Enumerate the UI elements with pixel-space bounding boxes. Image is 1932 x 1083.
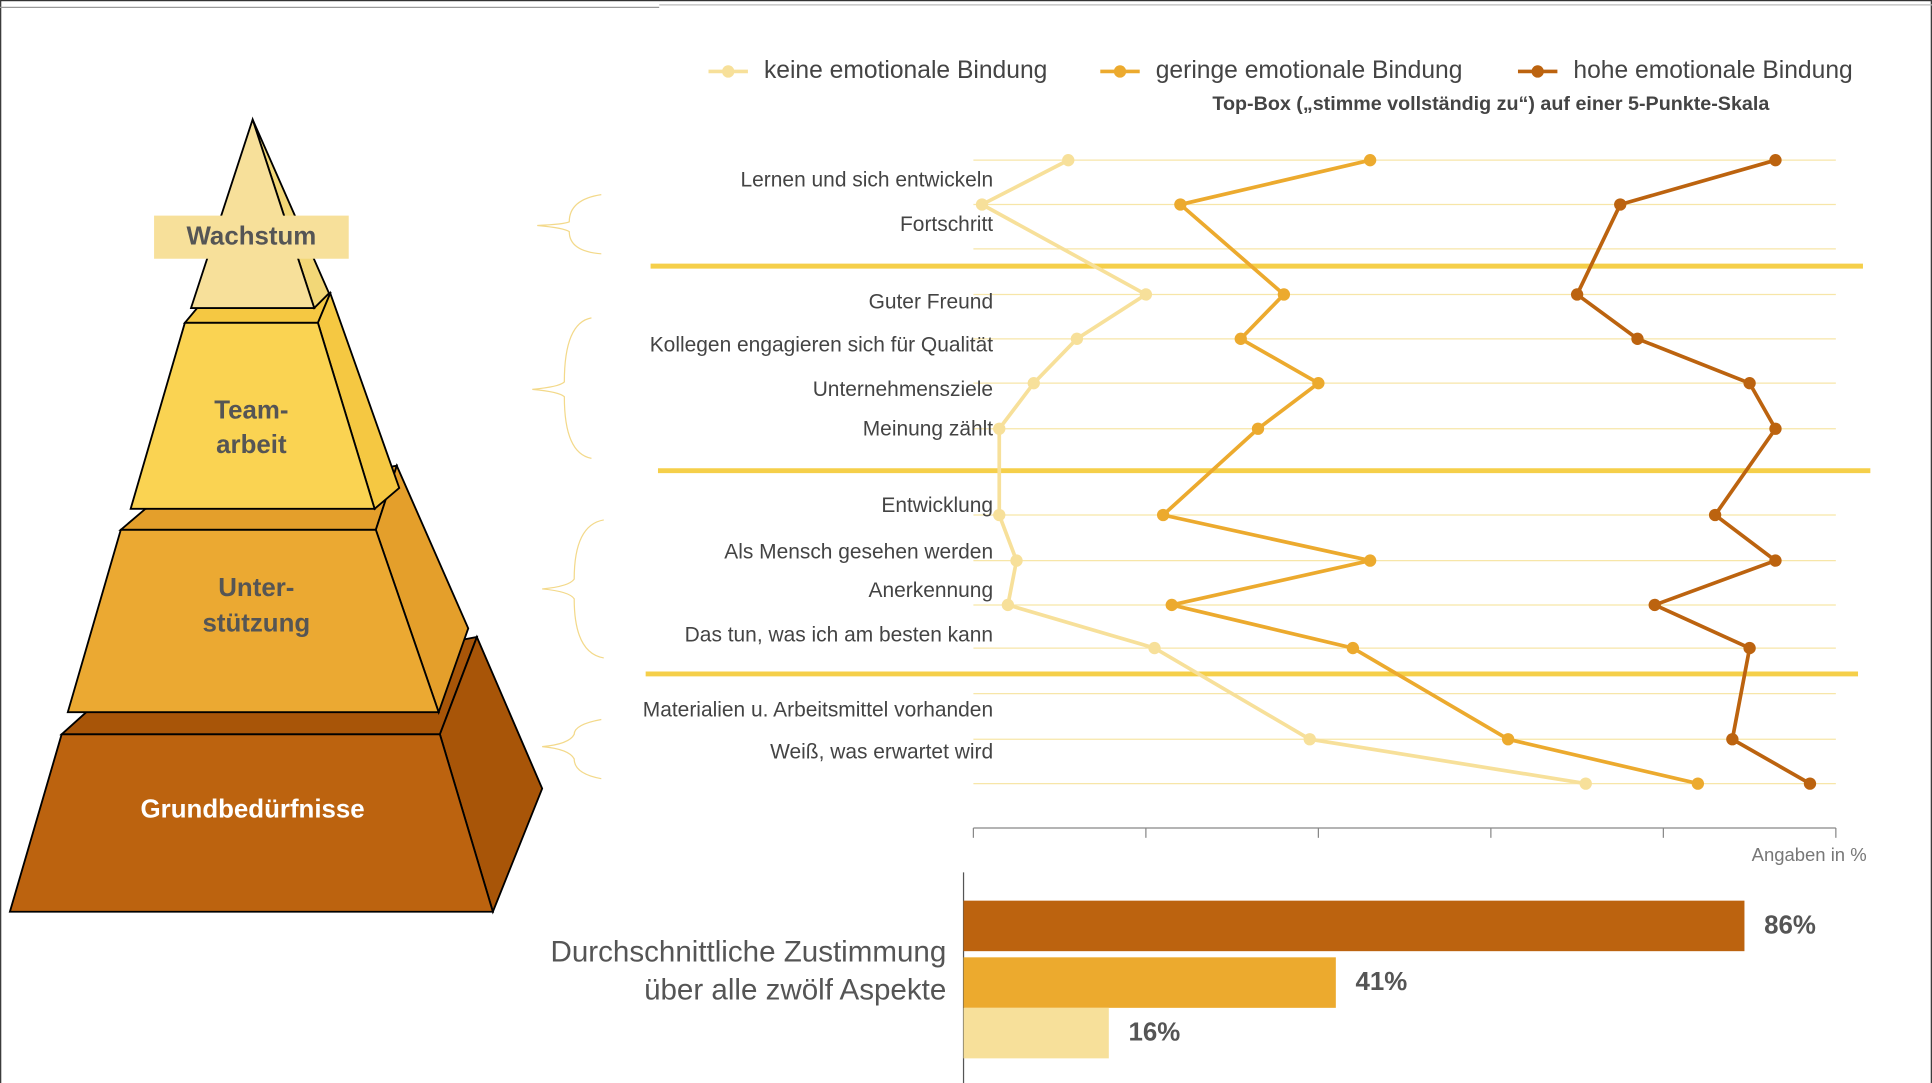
category-label: Fortschritt — [900, 213, 993, 236]
point — [1234, 332, 1247, 345]
level-label: Wachstum — [186, 223, 316, 251]
point — [1010, 554, 1023, 567]
level-label: stützung — [202, 609, 310, 637]
bar — [963, 1007, 1109, 1059]
category-label: Meinung zählt — [863, 418, 994, 441]
point — [1148, 641, 1161, 655]
bar-title: über alle zwölf Aspekte — [644, 974, 946, 1007]
legend-dot — [722, 65, 735, 78]
legend-label: geringe emotionale Bindung — [1156, 57, 1463, 84]
bar — [963, 957, 1336, 1008]
pyramid-face — [8, 733, 495, 913]
label-box — [154, 215, 349, 259]
point — [1165, 598, 1178, 612]
point — [993, 422, 1006, 435]
category-label: Als Mensch gesehen werden — [724, 541, 993, 564]
point — [1501, 733, 1515, 746]
series-line — [1159, 158, 1699, 786]
category-label: Kollegen engagieren sich für Qualität — [650, 334, 994, 357]
level-label: Unter- — [218, 574, 294, 602]
point — [1303, 733, 1316, 746]
point — [1614, 198, 1627, 211]
point — [1070, 332, 1084, 345]
bracket — [537, 194, 602, 255]
pyramid-face — [66, 528, 440, 714]
brackets — [532, 194, 604, 780]
point — [993, 508, 1006, 522]
point — [1648, 598, 1661, 612]
legend-label: keine emotionale Bindung — [764, 57, 1047, 84]
point — [1570, 288, 1584, 301]
series-line — [1574, 158, 1811, 786]
level-label: Grundbedürfnisse — [141, 796, 365, 824]
point — [1363, 554, 1377, 567]
point — [1708, 508, 1722, 522]
point — [1346, 641, 1360, 655]
point — [1726, 733, 1739, 746]
category-label: Unternehmensziele — [813, 378, 993, 401]
category-label: Entwicklung — [881, 494, 993, 517]
level-label: Team- — [214, 396, 288, 424]
point — [1001, 598, 1015, 612]
series-line — [978, 158, 1587, 786]
point — [1743, 641, 1756, 655]
point — [1027, 377, 1040, 390]
pyramid-face — [189, 116, 316, 309]
point — [1156, 508, 1170, 522]
point — [1769, 154, 1782, 167]
point — [1769, 554, 1782, 567]
category-label: Lernen und sich entwickeln — [741, 169, 994, 192]
point — [1363, 154, 1377, 167]
separators — [645, 263, 1871, 677]
axis-label: Angaben in % — [1752, 844, 1867, 865]
point — [1579, 777, 1592, 790]
bracket — [542, 718, 602, 780]
pyramid-face — [129, 321, 376, 510]
bracket — [542, 519, 604, 659]
category-label: Anerkennung — [869, 579, 994, 602]
subtitle: Top-Box („stimme vollständig zu“) auf ei… — [1212, 93, 1770, 115]
value-label: 86% — [1764, 911, 1816, 939]
point — [1803, 777, 1817, 790]
legend-dot — [1531, 65, 1544, 78]
point — [975, 198, 989, 211]
row-lines-extra — [973, 248, 1836, 695]
bar — [963, 900, 1745, 952]
point — [1251, 422, 1265, 435]
point — [1769, 422, 1782, 435]
point — [1174, 198, 1187, 211]
value-label: 16% — [1129, 1019, 1181, 1047]
legend-label: hohe emotionale Bindung — [1573, 57, 1852, 84]
point — [1312, 377, 1325, 390]
point — [1139, 288, 1153, 301]
level-label: arbeit — [216, 431, 287, 459]
point — [1277, 288, 1291, 301]
category-label: Guter Freund — [869, 291, 994, 314]
point — [1691, 777, 1705, 790]
point — [1062, 154, 1075, 167]
pyramid — [8, 116, 544, 915]
point — [1743, 377, 1756, 390]
category-label: Das tun, was ich am besten kann — [685, 623, 993, 646]
legend-dot — [1113, 65, 1127, 78]
point — [1631, 332, 1644, 345]
value-label: 41% — [1356, 968, 1408, 996]
category-label: Weiß, was erwartet wird — [770, 740, 993, 763]
category-label: Materialien u. Arbeitsmittel vorhanden — [643, 698, 993, 721]
bar-title: Durchschnittliche Zustimmung — [551, 935, 947, 968]
bracket — [532, 317, 592, 459]
